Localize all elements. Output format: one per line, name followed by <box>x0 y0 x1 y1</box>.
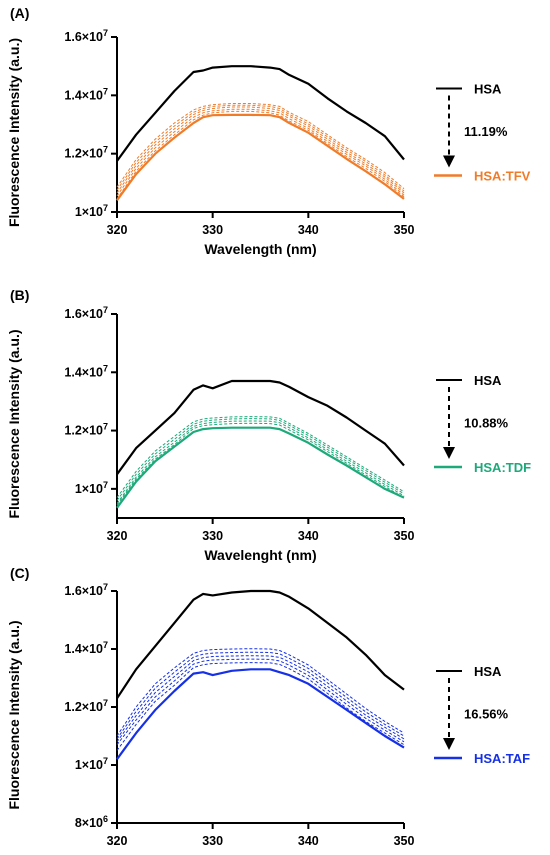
series-line-dashed <box>116 648 405 737</box>
x-tick-label: 330 <box>202 834 223 848</box>
series-line-hsa <box>116 65 405 162</box>
chart-panel-1: (A) 1×107 1.2×107 1.4×107 1.6×107 320 330 340 35… <box>6 5 531 257</box>
y-tick-label: 1×107 <box>75 203 108 219</box>
x-tick-label: 330 <box>202 529 223 543</box>
series-line-dashed <box>116 104 405 192</box>
x-tick-label: 350 <box>394 529 415 543</box>
series-line-hsa <box>116 589 405 699</box>
x-tick-label: 340 <box>298 529 319 543</box>
quench-percentage: 10.88% <box>464 416 509 431</box>
y-axis-title: Fluorescence Intensity (a.u.) <box>6 38 22 227</box>
x-axis-title: Wavelength (nm) <box>204 241 316 257</box>
series-line-dashed <box>116 416 405 498</box>
legend-label-hsa: HSA <box>474 82 502 97</box>
series-line-dashed <box>116 422 405 506</box>
x-tick-label: 320 <box>107 834 128 848</box>
y-axis-title: Fluorescence Intensity (a.u.) <box>6 620 22 809</box>
series-line-dashed <box>116 651 405 740</box>
x-axis-title: Wavelenght (nm) <box>204 547 316 563</box>
x-tick-label: 340 <box>298 223 319 237</box>
series-line-dashed <box>116 108 405 197</box>
y-tick-label: 1.2×107 <box>64 698 108 714</box>
y-tick-label: 8×106 <box>75 814 108 830</box>
arrow-head <box>443 738 455 750</box>
x-tick-label: 330 <box>202 223 223 237</box>
x-tick-label: 350 <box>394 223 415 237</box>
legend-label-hsa: HSA <box>474 373 502 388</box>
chart-panel-2: (B) 1×107 1.2×107 1.4×107 1.6×107 320 330 340 35… <box>6 287 531 563</box>
y-axis-title: Fluorescence Intensity (a.u.) <box>6 329 22 518</box>
y-tick-label: 1×107 <box>75 756 108 772</box>
y-tick-label: 1.6×107 <box>64 28 108 44</box>
y-tick-label: 1.2×107 <box>64 422 108 438</box>
y-tick-label: 1.4×107 <box>64 640 108 656</box>
series-line-dashed <box>116 110 405 200</box>
series-line-dashed <box>116 662 405 751</box>
series-line-hsa-tfv <box>116 113 405 201</box>
panel-label: (C) <box>10 565 29 581</box>
legend-label-complex: HSA:TFV <box>474 169 531 184</box>
quench-percentage: 16.56% <box>464 707 509 722</box>
x-tick-label: 320 <box>107 223 128 237</box>
y-tick-label: 1×107 <box>75 480 108 496</box>
panel-label: (B) <box>10 287 29 303</box>
arrow-head <box>443 447 455 459</box>
series-line-hsa <box>116 379 405 475</box>
series-line-dashed <box>116 418 405 501</box>
x-tick-label: 340 <box>298 834 319 848</box>
series-line-dashed <box>116 420 405 504</box>
legend-label-hsa: HSA <box>474 664 502 679</box>
y-tick-label: 1.4×107 <box>64 363 108 379</box>
y-tick-label: 1.4×107 <box>64 86 108 102</box>
series-line-hsa-taf <box>116 668 405 760</box>
y-tick-label: 1.6×107 <box>64 582 108 598</box>
series-line-dashed <box>116 106 405 194</box>
x-axis-title: Wavelenght (nm) <box>204 852 316 855</box>
x-tick-label: 320 <box>107 529 128 543</box>
panel-label: (A) <box>10 5 29 21</box>
series-line-dashed <box>116 103 405 190</box>
legend-label-complex: HSA:TAF <box>474 751 530 766</box>
legend-label-complex: HSA:TDF <box>474 460 531 475</box>
chart-panel-3: (C) 8×106 1×107 1.2×107 1.4×107 1.6×107 320 330… <box>6 565 530 855</box>
x-tick-label: 350 <box>394 834 415 848</box>
arrow-head <box>443 155 455 168</box>
y-tick-label: 1.6×107 <box>64 305 108 321</box>
quench-percentage: 11.19% <box>464 124 508 139</box>
series-line-dashed <box>116 658 405 746</box>
y-tick-label: 1.2×107 <box>64 145 108 161</box>
series-line-hsa-tdf <box>116 426 405 509</box>
